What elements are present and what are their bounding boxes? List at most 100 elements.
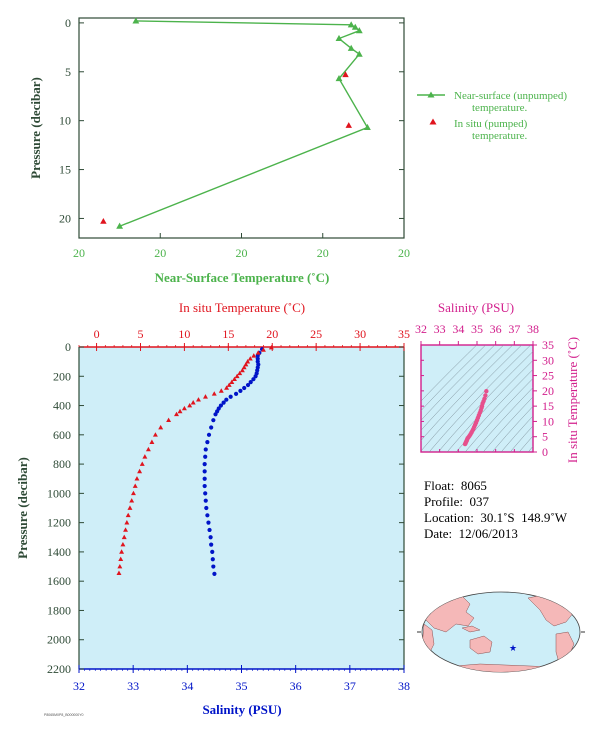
profile-y-axis: 0 200 400 600 800 1000 1200 1400 1600 1800 2000 220… xyxy=(47,340,404,676)
ts-salinity-tick-label: 33 xyxy=(434,322,446,336)
salinity-point xyxy=(204,505,209,511)
ts-salinity-tick-label: 36 xyxy=(490,322,502,336)
near-surface-unpumped-point xyxy=(132,17,140,24)
profile-chart: 0200400600800100012001400160018002000220… xyxy=(15,300,410,717)
temperature-point xyxy=(152,432,158,437)
temperature-point xyxy=(123,527,129,532)
profile-salinity-axis: 32 33 34 35 36 37 38 xyxy=(73,665,410,693)
profile-salinity-tick-label: 38 xyxy=(398,679,410,693)
temperature-point xyxy=(129,498,135,503)
map-float-marker-icon: ★ xyxy=(509,644,517,654)
near-surface-x-axis: 20 20 20 20 20 xyxy=(73,233,410,260)
near-surface-unpumped-point xyxy=(364,123,371,131)
location-row: Location: 30.1˚S 148.9˚W xyxy=(424,510,567,526)
salinity-point xyxy=(210,557,215,562)
salinity-point xyxy=(251,377,256,382)
profile-y-tick-label: 400 xyxy=(53,399,71,413)
temperature-point xyxy=(239,367,245,373)
salinity-point xyxy=(218,403,224,408)
ts-salinity-tick-label: 32 xyxy=(415,322,427,336)
ts-point xyxy=(483,393,488,398)
near-surface-unpumped-point xyxy=(351,23,359,30)
profile-y-tick-label: 800 xyxy=(53,457,71,471)
salinity-point xyxy=(224,397,229,402)
profile-y-tick-label: 600 xyxy=(53,428,71,442)
salinity-point xyxy=(221,400,226,405)
salinity-point xyxy=(206,520,211,525)
temperature-point xyxy=(116,570,122,575)
near-surface-y-tick-label: 20 xyxy=(59,211,71,225)
temperature-point xyxy=(224,385,230,390)
salinity-point xyxy=(205,440,210,445)
ts-contour-line xyxy=(421,345,478,402)
ts-density-contours xyxy=(421,345,533,452)
near-surface-unpumped-point xyxy=(347,21,355,28)
legend-marker-unpumped xyxy=(427,91,435,98)
ts-temperature-tick-label: 10 xyxy=(542,414,554,428)
salinity-point xyxy=(211,418,216,423)
profile-salinity-tick-label: 36 xyxy=(290,679,302,693)
salinity-point xyxy=(207,527,212,533)
ts-contour-line xyxy=(509,425,533,452)
salinity-point xyxy=(233,391,239,396)
salinity-point xyxy=(210,549,215,555)
temperature-point xyxy=(234,373,240,379)
temperature-point xyxy=(139,461,145,466)
ts-contour-line xyxy=(482,396,533,452)
profile-temperature-axis: 0 5 10 15 20 25 30 35 xyxy=(78,327,410,351)
temperature-point xyxy=(232,376,237,382)
near-surface-y-tick-label: 5 xyxy=(65,65,71,79)
near-surface-unpumped-point xyxy=(335,34,343,42)
legend-label-unpumped-line1: Near-surface (unpumped) xyxy=(454,90,567,102)
profile-salinity-tick-label: 34 xyxy=(181,679,193,693)
temperature-point xyxy=(251,353,257,358)
temperature-point xyxy=(121,534,127,540)
temperature-point xyxy=(134,476,140,481)
profile-temperature-tick-label: 35 xyxy=(398,327,410,341)
salinity-point xyxy=(212,571,217,576)
date-row: Date: 12/06/2013 xyxy=(424,526,567,542)
profile-y-tick-label: 1400 xyxy=(47,545,71,559)
ts-temperature-tick-label: 15 xyxy=(542,399,554,413)
near-surface-y-tick-label: 10 xyxy=(59,114,71,128)
profile-y-tick-label: 1000 xyxy=(47,486,71,500)
salinity-point xyxy=(213,412,218,417)
map-land-antarctica xyxy=(429,663,575,672)
float-info-block: Float: 8065 Profile: 037 Location: 30.1˚… xyxy=(424,478,567,542)
date-value: 12/06/2013 xyxy=(458,526,518,541)
temperature-point xyxy=(132,483,138,488)
temperature-point xyxy=(166,417,172,423)
near-surface-y-axis: 0 5 10 15 20 xyxy=(59,16,404,225)
temperature-point xyxy=(229,379,235,384)
ts-contour-line xyxy=(421,345,505,431)
near-surface-plot-frame xyxy=(78,17,405,239)
temperature-profile-series xyxy=(116,344,274,575)
ts-contour-line xyxy=(464,378,533,452)
salinity-point xyxy=(202,461,207,467)
profile-salinity-tick-label: 32 xyxy=(73,679,85,693)
salinity-point xyxy=(248,380,253,385)
salinity-point xyxy=(255,353,260,358)
near-surface-pumped-point xyxy=(100,217,107,224)
temperature-point xyxy=(247,356,253,361)
salinity-point xyxy=(245,382,251,388)
temperature-point xyxy=(174,411,179,417)
temperature-point xyxy=(260,347,266,352)
profile-salinity-axis-label: Salinity (PSU) xyxy=(202,702,281,717)
temperature-point xyxy=(187,402,193,408)
location-value: 30.1˚S 148.9˚W xyxy=(480,510,567,525)
profile-salinity-tick-label: 33 xyxy=(127,679,139,693)
ts-y-axis-label: In situ Temperature (˚C) xyxy=(565,337,580,463)
near-surface-legend: Near-surface (unpumped) temperature. In … xyxy=(417,90,567,142)
legend-marker-pumped xyxy=(429,118,437,125)
near-surface-unpumped-point xyxy=(347,44,355,51)
profile-y-tick-label: 2200 xyxy=(47,662,71,676)
ts-salinity-tick-label: 38 xyxy=(527,322,539,336)
near-surface-x-tick-label: 20 xyxy=(236,246,248,260)
salinity-point xyxy=(202,469,207,474)
ts-temperature-tick-label: 25 xyxy=(542,369,554,383)
ts-temperature-tick-label: 20 xyxy=(542,384,554,398)
temperature-point xyxy=(142,454,148,459)
